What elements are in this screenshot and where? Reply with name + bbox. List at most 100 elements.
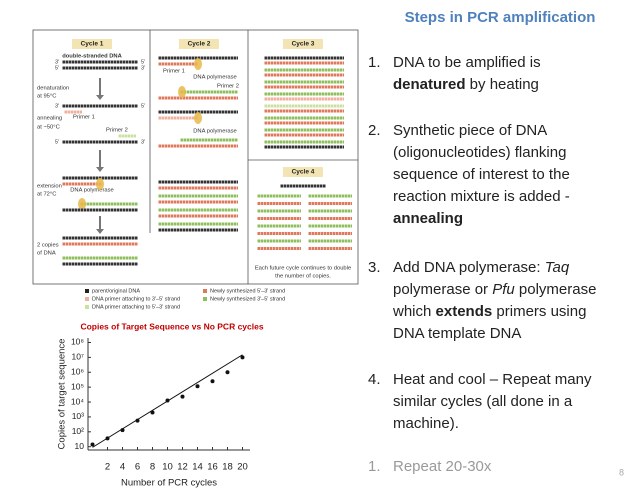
cycle-box [283,167,323,177]
legend-swatch [85,289,89,293]
diagram-label: Primer 1 [163,69,185,75]
step-line: Repeat 20-30x [393,458,492,475]
data-point [195,384,200,389]
text-run: annealing [393,210,463,227]
text-run: Repeat 20-30x [393,458,492,475]
legend-label: DNA primer attaching to 5'–3' strand [92,304,180,310]
y-tick-label: 10 [75,441,85,451]
diagram-label: 2 copies [37,243,59,249]
strand-end: 5' [55,65,59,71]
diagram-label: extension [37,184,62,190]
strand-end: 3' [55,59,59,65]
diagram-label: DNA polymerase [193,75,237,81]
x-tick-label: 14 [192,462,203,473]
diagram-label: denaturation [37,86,69,92]
x-tick-label: 10 [162,462,173,473]
polymerase [194,58,202,70]
text-run: by heating [466,76,539,93]
cycle-label: Cycle 4 [292,169,315,176]
diagram-label: double-stranded DNA [62,54,122,60]
legend-swatch [85,305,89,309]
legend-label: Newly synthesized 3'–5' strand [210,296,285,302]
x-tick-label: 12 [177,462,188,473]
polymerase [96,178,104,190]
x-tick-label: 16 [207,462,218,473]
step-number: 3. [368,259,381,276]
step-line: Synthetic piece of DNA [393,122,547,139]
step-line: reaction mixture is added - [393,188,570,205]
legend-label: Newly synthesized 5'–3' strand [210,288,285,294]
step-line: sequence of interest to the [393,166,570,183]
diagram-label: DNA polymerase [70,188,114,194]
text-run: extends [436,303,493,320]
polymerase [178,86,186,98]
step-line: machine). [393,415,459,432]
diagram-label: the number of copies. [275,274,331,280]
strand-end: 3' [141,139,145,145]
diagram-label: of DNA [37,251,56,257]
text-run: denatured [393,76,466,93]
cycle-box [179,39,219,49]
step-line: (oligonucleotides) flanking [393,144,566,161]
step-number: 2. [368,122,381,139]
step-line: which extends primers using [392,303,586,320]
step-number: 1. [368,54,381,71]
x-tick-label: 18 [222,462,233,473]
step-line: Add DNA polymerase: Taq [393,259,570,276]
step-number: 4. [368,371,381,388]
diagram-label: at ~50°C [37,125,60,131]
strand-end: 5' [141,103,145,109]
legend-swatch [85,297,89,301]
polymerase [78,198,86,210]
text-run: polymerase [515,281,597,298]
arrow-head [96,229,104,234]
step-line: similar cycles (all done in a [393,393,573,410]
diagram-frame [32,29,359,285]
diagram-label: Each future cycle continues to double [255,266,351,272]
text-run: sequence of interest to the [393,166,570,183]
legend-swatch [203,289,207,293]
step-line: DNA template DNA [393,325,521,342]
diagram-label: Primer 1 [73,115,95,121]
data-point [180,394,185,399]
y-tick-label: 10⁷ [71,352,84,362]
text-run: Synthetic piece of DNA [393,122,547,139]
data-point [240,355,245,360]
legend-swatch [203,297,207,301]
x-tick-label: 6 [135,462,140,473]
cycle-box [72,39,112,49]
diagram-label: Primer 2 [217,84,239,90]
step-line: annealing [393,210,463,227]
arrow-head [96,95,104,100]
step-number: 1. [368,458,381,475]
cycle-box [283,39,323,49]
step-line: denatured by heating [393,76,539,93]
y-tick-label: 10⁴ [71,396,84,406]
diagram-label: at 95°C [37,94,56,100]
y-tick-label: 10⁵ [71,381,84,391]
strand-end: 5' [141,59,145,65]
arrow-head [96,167,104,172]
x-axis-label: Number of PCR cycles [121,478,217,489]
text-run: DNA template DNA [393,325,521,342]
page-number: 8 [619,467,624,477]
x-tick-label: 4 [120,462,125,473]
diagram-label: Primer 2 [106,128,128,134]
y-tick-label: 10² [72,426,84,436]
y-tick-label: 10³ [72,411,84,421]
trend-line [92,354,243,448]
polymerase [194,112,202,124]
text-run: Add DNA polymerase: [393,259,545,276]
legend-label: parent/original DNA [92,288,140,294]
slide-title: Steps in PCR amplification [405,9,596,26]
step-line: DNA to be amplified is [393,54,541,71]
text-run: machine). [393,415,459,432]
cycle-label: Cycle 1 [81,41,104,48]
strand-end: 3' [55,103,59,109]
diagram-label: DNA polymerase [193,129,237,135]
diagram [32,29,359,285]
chart-title: Copies of Target Sequence vs No PCR cycl… [80,321,263,331]
text-run: reaction mixture is added - [393,188,570,205]
